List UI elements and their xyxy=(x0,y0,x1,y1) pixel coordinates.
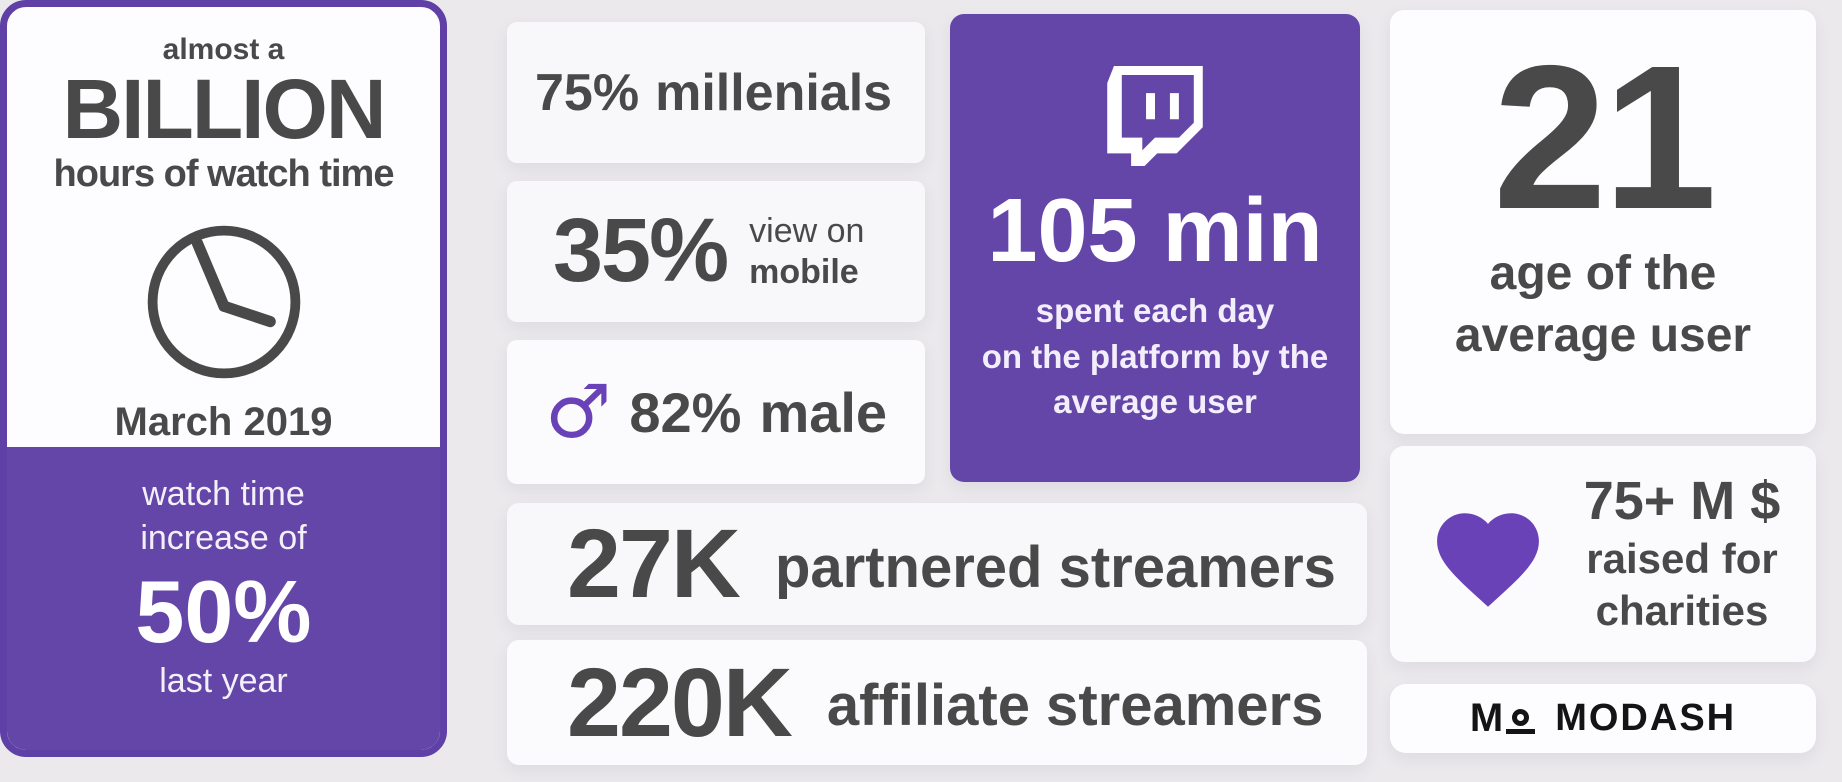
age-line1: age of the xyxy=(1489,246,1717,300)
male-value: 82% xyxy=(629,380,742,444)
increase-line1: watch time xyxy=(142,475,305,513)
age-line2: average user xyxy=(1454,308,1752,362)
clock-icon xyxy=(147,225,300,378)
usage-line1: spent each day xyxy=(1035,292,1275,329)
charity-line1: raised for xyxy=(1586,534,1778,582)
usage-line3: average user xyxy=(1053,383,1257,421)
watch-time-card: almost a BILLION hours of watch time Mar… xyxy=(0,0,447,757)
mobile-label: view on mobile xyxy=(749,211,864,291)
usage-value: 105 min xyxy=(987,181,1323,281)
partnered-label: partnered streamers xyxy=(774,534,1336,600)
charity-description: 75+ M $ raised for charities xyxy=(1584,470,1781,637)
usage-line2: on the platform by the xyxy=(981,337,1329,375)
average-age-card: 21 age of the average user xyxy=(1390,10,1816,434)
millenials-stat-card: 75% millenials xyxy=(507,22,925,163)
charity-line2: charities xyxy=(1595,587,1769,635)
millenials-value: 75% xyxy=(535,63,640,122)
watch-time-subline: hours of watch time xyxy=(53,152,395,195)
brand-name: MODASH xyxy=(1555,697,1737,739)
affiliate-label: affiliate streamers xyxy=(826,673,1324,738)
modash-mark-m: M xyxy=(1469,695,1504,740)
mobile-label-line1: view on xyxy=(749,212,865,251)
brand-card: M MODASH xyxy=(1390,684,1816,753)
modash-logo-icon: M xyxy=(1469,695,1536,740)
increase-value: 50% xyxy=(135,562,312,662)
increase-line3: last year xyxy=(159,662,288,701)
watch-time-increase-panel: watch time increase of 50% last year xyxy=(7,447,440,750)
mobile-label-line2: mobile xyxy=(749,252,859,291)
watch-time-headline: BILLION xyxy=(62,62,387,156)
partnered-streamers-card: 27K partnered streamers xyxy=(507,503,1367,625)
partnered-value: 27K xyxy=(567,509,741,618)
millenials-label: millenials xyxy=(655,63,893,122)
male-label: male xyxy=(759,380,888,444)
charity-card: 75+ M $ raised for charities xyxy=(1390,446,1816,662)
increase-line2: increase of xyxy=(140,518,307,557)
twitch-glitch-icon xyxy=(1107,66,1203,166)
age-description: age of the average user xyxy=(1455,243,1751,368)
affiliate-streamers-card: 220K affiliate streamers xyxy=(507,640,1367,765)
watch-time-prefix: almost a xyxy=(162,33,285,66)
watch-time-summary: almost a BILLION hours of watch time Mar… xyxy=(7,7,440,447)
male-stat-card: ♂ 82% male xyxy=(507,340,925,484)
charity-value: 75+ M $ xyxy=(1583,471,1781,532)
affiliate-value: 220K xyxy=(567,647,793,757)
mobile-stat-card: 35% view on mobile xyxy=(507,181,925,322)
daily-usage-card: 105 min spent each day on the platform b… xyxy=(950,14,1360,482)
heart-icon xyxy=(1436,513,1539,607)
watch-time-date: March 2019 xyxy=(114,399,333,444)
modash-mark-circle xyxy=(1506,709,1536,735)
male-symbol-icon: ♂ xyxy=(545,369,612,455)
mobile-value: 35% xyxy=(553,201,729,301)
age-value: 21 xyxy=(1492,23,1717,252)
usage-description: spent each day on the platform by the av… xyxy=(982,288,1329,425)
